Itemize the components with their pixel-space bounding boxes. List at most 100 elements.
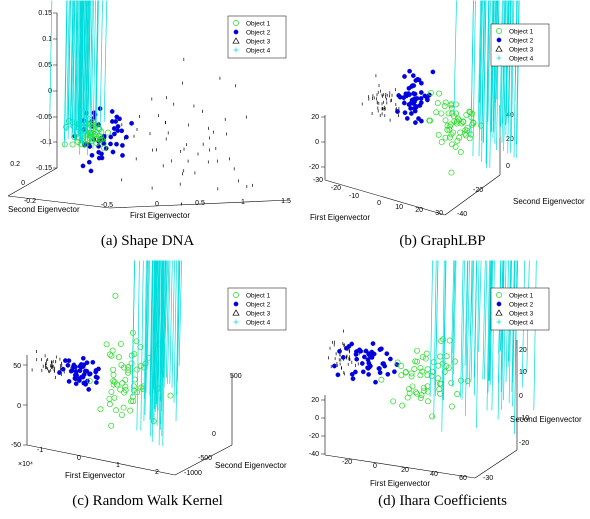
axes-random-walk-kernel <box>23 355 233 476</box>
data-point-object-1 <box>456 134 463 141</box>
z-tick: -20 <box>309 164 319 171</box>
data-point-object-4 <box>75 0 79 142</box>
y-tick: 0 <box>212 431 216 438</box>
data-point-object-2 <box>362 354 367 360</box>
data-point-object-2 <box>113 119 119 124</box>
legend-marker-shape <box>496 55 502 61</box>
data-point-object-4 <box>493 0 497 133</box>
data-point-object-4 <box>162 260 166 368</box>
data-point-object-1 <box>125 369 131 376</box>
data-point-object-2 <box>373 379 378 385</box>
plot-random-walk-kernel: 50 0 -50 -1 0 1 2 ×10⁴ -1000 -500 0 500 … <box>11 260 287 480</box>
x-tick: 10 <box>395 204 403 211</box>
data-point-object-2 <box>72 375 78 381</box>
data-point-object-4 <box>76 0 80 130</box>
data-point-object-1 <box>111 394 118 401</box>
data-point-object-1 <box>436 386 443 393</box>
legend-marker-shape <box>233 29 239 35</box>
legend-marker-object-3 <box>232 309 240 316</box>
data-point-object-1 <box>424 398 431 405</box>
data-point-object-1 <box>417 364 424 371</box>
data-point-object-4 <box>77 0 81 137</box>
data-point-object-2 <box>66 358 72 364</box>
x-tick: 0 <box>77 455 81 462</box>
data-point-object-1 <box>441 368 448 375</box>
x-tick: -20 <box>331 185 341 192</box>
data-point-object-1 <box>131 376 138 383</box>
data-point-object-2 <box>73 364 78 370</box>
data-point-object-2 <box>395 109 400 114</box>
data-point-object-4 <box>154 260 159 413</box>
legend-label: Object 4 <box>246 320 271 327</box>
y-tick: -1000 <box>184 470 202 477</box>
legend-marker-object-4 <box>233 319 239 325</box>
y-tick: -20 <box>519 440 529 447</box>
legend-label: Object 3 <box>509 47 534 54</box>
data-point-object-4 <box>461 260 465 400</box>
data-point-object-4 <box>511 0 515 138</box>
data-point-object-1 <box>446 134 453 141</box>
z-tick: -20 <box>309 433 319 440</box>
data-point-object-2 <box>95 375 100 381</box>
data-point-object-1 <box>86 377 93 384</box>
data-point-object-4 <box>48 0 53 147</box>
legend-marker-shape <box>233 301 239 307</box>
data-point-object-4 <box>165 260 170 378</box>
data-point-object-1 <box>63 124 70 130</box>
z-tick: 0.15 <box>38 10 52 17</box>
data-point-object-1 <box>110 377 117 384</box>
legend-label: Object 2 <box>509 302 534 309</box>
y-tick: 0.2 <box>10 161 20 168</box>
data-point-object-1 <box>464 378 471 384</box>
legend-label: Object 1 <box>509 29 534 36</box>
data-point-object-4 <box>86 0 91 156</box>
axes-graphlbp <box>321 105 501 216</box>
data-point-object-1 <box>447 121 454 128</box>
data-point-object-4 <box>78 0 83 133</box>
data-point-object-4 <box>501 260 505 410</box>
data-point-object-1 <box>427 90 434 96</box>
data-point-object-1 <box>167 392 174 399</box>
data-point-object-4 <box>74 0 78 143</box>
data-point-object-1 <box>113 407 120 414</box>
data-point-object-4 <box>167 260 171 384</box>
data-point-object-1 <box>411 366 418 372</box>
data-point-object-2 <box>353 369 358 375</box>
data-point-object-2 <box>86 387 92 392</box>
data-point-object-4 <box>442 260 446 400</box>
data-point-object-1 <box>115 354 122 361</box>
data-point-object-2 <box>66 379 72 384</box>
data-point-object-1 <box>414 347 420 354</box>
data-point-object-4 <box>465 260 469 416</box>
legend-marker-shape <box>233 47 239 53</box>
y-tick: 10 <box>519 369 527 376</box>
data-point-object-1 <box>434 100 441 107</box>
data-point-object-4 <box>441 260 445 432</box>
data-point-object-4 <box>80 0 85 143</box>
data-point-object-2 <box>392 369 397 375</box>
data-point-object-4 <box>484 260 488 380</box>
data-point-object-4 <box>483 0 487 143</box>
data-point-object-2 <box>124 134 129 140</box>
data-point-object-2 <box>108 134 114 140</box>
data-point-object-2 <box>418 96 424 101</box>
legend-marker-object-1 <box>233 292 239 298</box>
data-point-object-1 <box>83 141 90 148</box>
data-point-object-4 <box>84 0 89 147</box>
data-point-object-2 <box>114 141 119 147</box>
data-point-object-4 <box>155 260 159 407</box>
data-point-object-4 <box>156 260 160 426</box>
data-point-object-1 <box>436 90 442 97</box>
data-point-object-2 <box>380 361 386 367</box>
data-point-object-2 <box>366 372 371 377</box>
data-point-object-2 <box>108 141 113 147</box>
data-point-object-4 <box>67 0 71 140</box>
data-point-object-1 <box>449 110 456 117</box>
data-point-object-2 <box>377 366 382 371</box>
data-point-object-2 <box>353 352 359 357</box>
data-point-object-2 <box>117 116 122 122</box>
data-point-object-1 <box>463 111 470 118</box>
y-tick: -10 <box>519 415 529 422</box>
data-point-object-1 <box>420 384 427 391</box>
data-point-object-4 <box>95 0 99 128</box>
